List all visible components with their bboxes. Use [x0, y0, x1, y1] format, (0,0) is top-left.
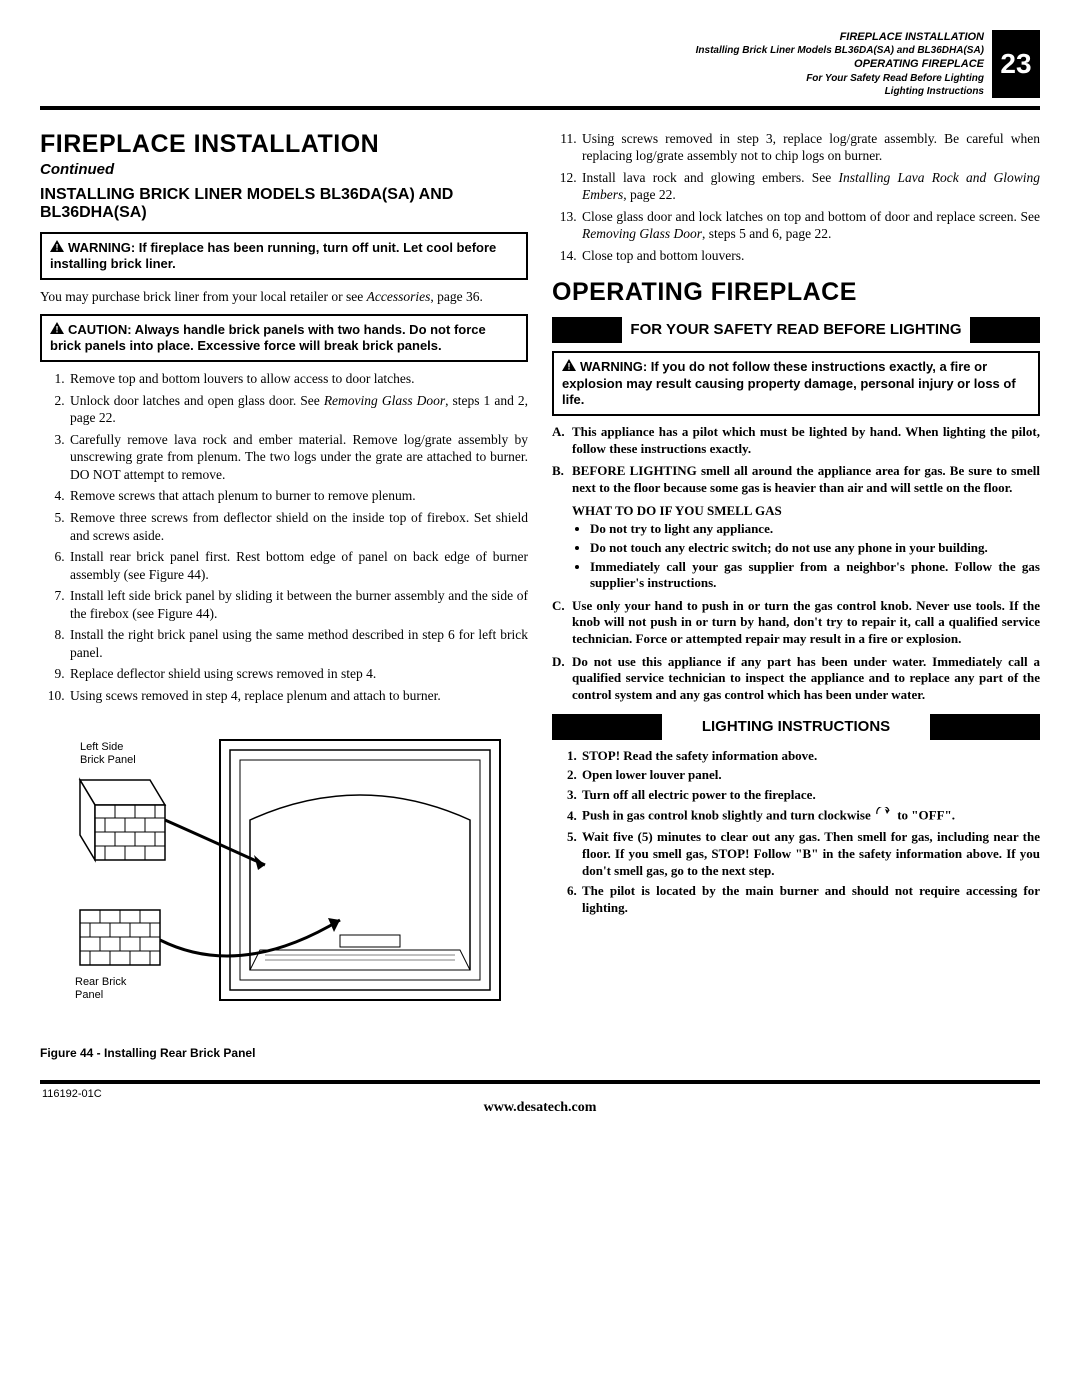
- warning-text: WARNING: If fireplace has been running, …: [50, 240, 496, 271]
- lighting-banner: LIGHTING INSTRUCTIONS: [552, 714, 1040, 740]
- install-step: Remove three screws from deflector shiel…: [68, 509, 528, 544]
- figure-label-left-side: Left SideBrick Panel: [80, 741, 136, 766]
- caution-triangle-icon: !: [50, 322, 64, 338]
- smell-gas-bullets: Do not try to light any appliance. Do not…: [590, 521, 1040, 592]
- lighting-step: The pilot is located by the main burner …: [580, 883, 1040, 917]
- lighting-step: Turn off all electric power to the firep…: [580, 787, 1040, 804]
- header-line-1: FIREPLACE INSTALLATION: [696, 30, 984, 44]
- safety-item-c: C.Use only your hand to push in or turn …: [552, 598, 1040, 648]
- header-text-block: FIREPLACE INSTALLATION Installing Brick …: [696, 30, 992, 98]
- gas-bullet: Do not touch any electric switch; do not…: [590, 540, 1040, 557]
- svg-text:!: !: [568, 362, 571, 372]
- install-step: Carefully remove lava rock and ember mat…: [68, 431, 528, 484]
- install-steps-continued: Using screws removed in step 3, replace …: [552, 130, 1040, 265]
- caution-text: CAUTION: Always handle brick panels with…: [50, 322, 486, 353]
- footer-url: www.desatech.com: [484, 1100, 597, 1116]
- figure-label-rear: Rear BrickPanel: [75, 976, 127, 1001]
- install-steps-list: Remove top and bottom louvers to allow a…: [40, 370, 528, 704]
- gas-bullet: Do not try to light any appliance.: [590, 521, 1040, 538]
- install-step: Install the right brick panel using the …: [68, 626, 528, 661]
- install-step: Install rear brick panel first. Rest bot…: [68, 548, 528, 583]
- header-line-3: OPERATING FIREPLACE: [696, 57, 984, 71]
- warning-callout-lighting: ! WARNING: If you do not follow these in…: [552, 351, 1040, 416]
- svg-text:!: !: [56, 242, 59, 252]
- right-column: Using screws removed in step 3, replace …: [552, 130, 1040, 1061]
- continued-label: Continued: [40, 161, 528, 178]
- safety-item-b: B.BEFORE LIGHTING smell all around the a…: [552, 463, 1040, 496]
- banner-black-right: [970, 317, 1040, 343]
- figure-44: Left SideBrick Panel Rear BrickPanel Fig…: [40, 720, 528, 1060]
- install-step: Install left side brick panel by sliding…: [68, 587, 528, 622]
- header-line-2: Installing Brick Liner Models BL36DA(SA)…: [696, 44, 984, 57]
- lighting-step: Wait five (5) minutes to clear out any g…: [580, 829, 1040, 880]
- install-step: Unlock door latches and open glass door.…: [68, 392, 528, 427]
- lighting-step: STOP! Read the safety information above.: [580, 748, 1040, 765]
- install-step: Using scews removed in step 4, replace p…: [68, 687, 528, 705]
- warning-text-lighting: WARNING: If you do not follow these inst…: [562, 359, 1016, 407]
- header-line-4: For Your Safety Read Before Lighting: [696, 72, 984, 85]
- install-step: Close top and bottom louvers.: [580, 247, 1040, 265]
- install-step: Close glass door and lock latches on top…: [580, 208, 1040, 243]
- warning-callout: ! WARNING: If fireplace has been running…: [40, 232, 528, 281]
- safety-list: A.This appliance has a pilot which must …: [552, 424, 1040, 703]
- safety-item-d: D.Do not use this appliance if any part …: [552, 654, 1040, 704]
- lighting-step: Open lower louver panel.: [580, 767, 1040, 784]
- warning-triangle-icon: !: [50, 240, 64, 256]
- svg-text:!: !: [56, 324, 59, 334]
- page-header: FIREPLACE INSTALLATION Installing Brick …: [40, 30, 1040, 98]
- install-step: Install lava rock and glowing embers. Se…: [580, 169, 1040, 204]
- footer: 116192-01C www.desatech.com: [40, 1084, 1040, 1106]
- section-title-operating: OPERATING FIREPLACE: [552, 278, 1040, 307]
- body-paragraph-1: You may purchase brick liner from your l…: [40, 288, 528, 306]
- banner-black-right-2: [930, 714, 1040, 740]
- install-step: Using screws removed in step 3, replace …: [580, 130, 1040, 165]
- content-columns: FIREPLACE INSTALLATION Continued INSTALL…: [40, 130, 1040, 1061]
- safety-item-a: A.This appliance has a pilot which must …: [552, 424, 1040, 457]
- subsection-title: INSTALLING BRICK LINER MODELS BL36DA(SA)…: [40, 186, 528, 222]
- header-line-5: Lighting Instructions: [696, 85, 984, 98]
- smell-gas-heading: WHAT TO DO IF YOU SMELL GAS: [572, 503, 1040, 520]
- left-column: FIREPLACE INSTALLATION Continued INSTALL…: [40, 130, 528, 1061]
- lighting-step: Push in gas control knob slightly and tu…: [580, 807, 1040, 826]
- caution-callout: ! CAUTION: Always handle brick panels wi…: [40, 314, 528, 363]
- banner-text-lighting: LIGHTING INSTRUCTIONS: [662, 714, 930, 740]
- banner-text-safety: FOR YOUR SAFETY READ BEFORE LIGHTING: [622, 317, 970, 343]
- clockwise-arrow-icon: [874, 807, 894, 826]
- install-step: Remove screws that attach plenum to burn…: [68, 487, 528, 505]
- banner-black-left-2: [552, 714, 662, 740]
- warning-triangle-icon-2: !: [562, 359, 576, 375]
- figure-44-diagram: Left SideBrick Panel Rear BrickPanel: [40, 720, 528, 1040]
- section-title-installation: FIREPLACE INSTALLATION: [40, 130, 528, 159]
- page-number-badge: 23: [992, 30, 1040, 98]
- install-step: Replace deflector shield using screws re…: [68, 665, 528, 683]
- gas-bullet: Immediately call your gas supplier from …: [590, 559, 1040, 592]
- install-step: Remove top and bottom louvers to allow a…: [68, 370, 528, 388]
- top-horizontal-rule: [40, 106, 1040, 110]
- safety-banner: FOR YOUR SAFETY READ BEFORE LIGHTING: [552, 317, 1040, 343]
- footer-doc-number: 116192-01C: [42, 1088, 102, 1100]
- banner-black-left: [552, 317, 622, 343]
- lighting-steps-list: STOP! Read the safety information above.…: [552, 748, 1040, 917]
- figure-44-caption: Figure 44 - Installing Rear Brick Panel: [40, 1046, 528, 1060]
